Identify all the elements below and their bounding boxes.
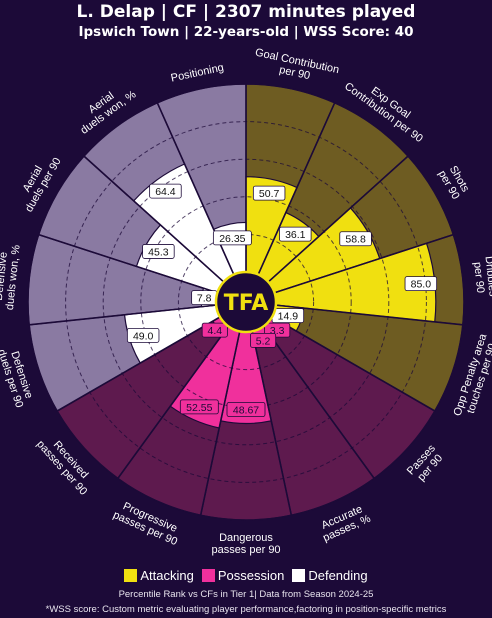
value-label: 26.35 bbox=[212, 230, 252, 246]
logo-circle bbox=[214, 270, 278, 334]
value-label: 14.9 bbox=[271, 308, 305, 324]
value-label: 85.0 bbox=[404, 276, 438, 292]
metric-label-line: Positioning bbox=[170, 62, 225, 85]
legend: Attacking Possession Defending bbox=[0, 568, 492, 583]
value-label-box bbox=[126, 328, 160, 343]
footer-note: Percentile Rank vs CFs in Tier 1| Data f… bbox=[118, 589, 374, 600]
value-label: 58.8 bbox=[339, 231, 372, 247]
value-label-text: 52.55 bbox=[186, 402, 212, 414]
spoke-line bbox=[271, 316, 436, 412]
value-label-text: 49.0 bbox=[133, 330, 154, 342]
value-label-text: 85.0 bbox=[411, 279, 432, 291]
value-label-box bbox=[179, 399, 219, 415]
value-label-box bbox=[149, 183, 182, 199]
value-label-text: 50.7 bbox=[259, 188, 280, 200]
legend-swatch-attacking bbox=[124, 569, 138, 582]
value-label: 7.8 bbox=[191, 290, 218, 306]
value-label-text: 45.3 bbox=[148, 246, 169, 258]
legend-label-possession: Possession bbox=[217, 568, 285, 583]
value-label-text: 64.4 bbox=[155, 186, 176, 198]
spoke-line bbox=[83, 155, 225, 283]
legend-swatch-defending bbox=[292, 569, 306, 582]
spoke-line bbox=[267, 155, 409, 283]
value-label: 4.4 bbox=[201, 322, 228, 338]
spoke-line bbox=[275, 304, 463, 326]
wss-footnote: *WSS score: Custom metric evaluating pla… bbox=[45, 604, 447, 615]
metric-label: Positioning bbox=[170, 62, 225, 85]
value-label-box bbox=[226, 402, 266, 417]
metric-label-line: Dribbles bbox=[483, 256, 492, 298]
grid-ring bbox=[140, 196, 352, 408]
value-label-box bbox=[279, 226, 312, 242]
legend-item-possession: Possession bbox=[201, 568, 285, 583]
value-label-text: 5.2 bbox=[256, 335, 271, 347]
legend-item-defending: Defending bbox=[292, 568, 368, 583]
spoke-line bbox=[29, 304, 217, 326]
value-label-text: 48.67 bbox=[233, 405, 259, 417]
spoke-line bbox=[117, 325, 230, 479]
spoke-line bbox=[56, 316, 221, 412]
metric-label-line: Dangerous bbox=[219, 532, 273, 544]
value-label-text: 36.1 bbox=[285, 229, 306, 241]
spoke-line bbox=[38, 233, 218, 294]
value-label-text: 4.4 bbox=[207, 325, 222, 337]
value-label: 50.7 bbox=[252, 185, 286, 201]
spoke-line bbox=[156, 102, 235, 275]
legend-swatch-possession bbox=[201, 569, 215, 582]
value-label: 45.3 bbox=[142, 244, 175, 259]
spoke-line bbox=[274, 233, 454, 294]
metric-label-line: Defensive bbox=[0, 251, 10, 301]
value-label-box bbox=[250, 332, 277, 348]
value-label-text: 26.35 bbox=[219, 233, 245, 245]
value-label: 64.4 bbox=[149, 183, 182, 199]
value-label: 5.2 bbox=[250, 332, 277, 348]
legend-item-attacking: Attacking bbox=[124, 568, 194, 583]
value-label: 49.0 bbox=[126, 328, 160, 343]
value-label-box bbox=[201, 322, 228, 338]
spoke-line bbox=[251, 331, 293, 516]
value-label-box bbox=[404, 276, 438, 292]
value-label-text: 58.8 bbox=[345, 234, 366, 246]
value-label-text: 7.8 bbox=[197, 293, 212, 305]
metric-label-line: per 90 bbox=[471, 261, 486, 293]
chart-subtitle: Ipswich Town | 22-years-old | WSS Score:… bbox=[78, 24, 414, 40]
metric-label-line: passes per 90 bbox=[211, 544, 280, 556]
value-label-box bbox=[142, 244, 175, 259]
spoke-line bbox=[257, 102, 336, 275]
value-label-box bbox=[339, 231, 372, 247]
value-label: 48.67 bbox=[226, 402, 266, 417]
value-label-text: 14.9 bbox=[278, 311, 299, 323]
chart-title: L. Delap | CF | 2307 minutes played bbox=[76, 2, 416, 22]
value-label: 52.55 bbox=[179, 399, 219, 415]
legend-label-defending: Defending bbox=[308, 568, 368, 583]
value-label-box bbox=[252, 185, 286, 201]
value-label-box bbox=[212, 230, 252, 246]
outer-ring bbox=[27, 83, 465, 521]
tfa-logo-text: TFA bbox=[224, 291, 269, 316]
spoke-line bbox=[199, 331, 241, 516]
spoke-line bbox=[262, 325, 375, 479]
value-label: 36.1 bbox=[279, 226, 312, 242]
legend-label-attacking: Attacking bbox=[140, 568, 194, 583]
